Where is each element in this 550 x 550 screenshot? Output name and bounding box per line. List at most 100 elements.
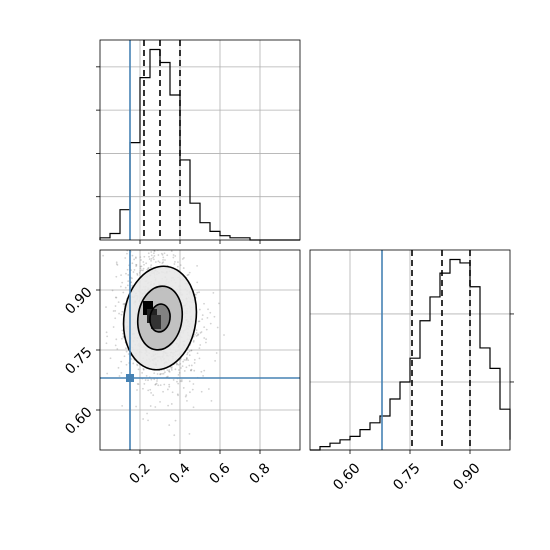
- density-point: [122, 336, 125, 339]
- density-point: [121, 281, 124, 284]
- density-point: [148, 258, 151, 260]
- density-point: [132, 271, 135, 273]
- density-point: [156, 203, 158, 205]
- density-x-tick-label: 0.2: [127, 460, 154, 487]
- density-point: [148, 255, 150, 258]
- density-point: [177, 246, 179, 248]
- density-point: [125, 272, 127, 275]
- density-point: [212, 292, 215, 294]
- density-point: [161, 262, 164, 265]
- hist-y-step: [310, 258, 511, 451]
- density-y-tick-label: 0.60: [62, 404, 95, 437]
- density-point: [115, 275, 118, 278]
- density-point: [142, 247, 144, 249]
- density-point: [182, 257, 185, 259]
- density-point: [207, 388, 210, 390]
- density-point: [115, 263, 118, 265]
- density-point: [207, 308, 209, 311]
- density-point: [185, 359, 187, 361]
- density-point: [196, 291, 199, 294]
- density-point: [198, 291, 200, 294]
- density-point: [105, 342, 108, 345]
- density-point: [166, 244, 168, 246]
- density-point: [199, 344, 202, 346]
- density-point: [149, 266, 152, 269]
- density-point: [190, 349, 193, 352]
- density-point: [213, 315, 216, 318]
- density-point: [186, 274, 189, 277]
- density-point: [125, 363, 128, 366]
- density-point: [203, 326, 206, 329]
- density-point: [152, 252, 155, 255]
- density-point: [196, 281, 199, 284]
- density-point: [131, 254, 134, 257]
- density-point: [180, 367, 182, 369]
- density-point: [141, 371, 144, 374]
- density-point: [168, 371, 171, 373]
- density-point: [205, 341, 207, 344]
- density-point: [137, 241, 139, 243]
- density-point: [153, 258, 155, 261]
- density-point: [162, 256, 165, 259]
- density-x-tick-label: 0.8: [247, 460, 274, 487]
- density-point: [150, 257, 153, 260]
- density-point: [146, 412, 148, 415]
- density-point: [122, 291, 125, 294]
- density-point: [139, 267, 142, 270]
- density-point: [126, 284, 129, 287]
- density-point: [188, 354, 191, 357]
- density-point: [198, 320, 201, 323]
- density-point: [124, 347, 127, 350]
- density-point: [210, 399, 213, 402]
- density-point: [118, 312, 120, 315]
- density-point: [187, 273, 190, 276]
- density-point: [157, 231, 159, 233]
- density-point: [132, 225, 134, 227]
- density-point: [127, 274, 130, 276]
- density-point: [150, 251, 153, 253]
- density-point: [200, 370, 203, 373]
- density-point: [115, 296, 118, 299]
- density-point: [143, 255, 146, 258]
- density-point: [159, 400, 161, 403]
- density-point: [150, 259, 152, 262]
- density-point: [181, 365, 184, 368]
- density-point: [147, 389, 150, 392]
- density-point: [142, 418, 145, 420]
- density-point: [153, 372, 156, 375]
- density-point: [179, 362, 182, 365]
- density-y-tick-label: 0.90: [62, 284, 95, 317]
- density-point: [218, 302, 220, 305]
- density-point: [177, 373, 180, 376]
- density-point: [203, 337, 206, 339]
- density-point: [177, 245, 179, 247]
- density-core-cell: [143, 301, 153, 315]
- density-point: [178, 371, 181, 374]
- density-point: [127, 280, 130, 283]
- density-point: [147, 252, 150, 255]
- density-point: [163, 252, 166, 255]
- density-point: [175, 363, 178, 366]
- density-point: [174, 255, 177, 257]
- density-point: [121, 329, 124, 332]
- density-point: [180, 380, 183, 383]
- density-point: [163, 383, 166, 386]
- density-point: [183, 358, 186, 361]
- density-point: [203, 302, 205, 305]
- density-point: [159, 373, 162, 375]
- density-point: [184, 395, 187, 398]
- density-point: [102, 254, 105, 257]
- density-point: [135, 256, 137, 259]
- density-point: [202, 375, 205, 377]
- density-point: [152, 256, 155, 259]
- density-point: [123, 355, 126, 358]
- density-point: [173, 434, 176, 437]
- density-point: [130, 358, 133, 360]
- density-point: [178, 215, 180, 217]
- panel-hist-x: [96, 39, 301, 244]
- density-point: [190, 368, 193, 371]
- density-point: [143, 263, 145, 266]
- density-point: [147, 266, 150, 269]
- density-point: [185, 366, 188, 369]
